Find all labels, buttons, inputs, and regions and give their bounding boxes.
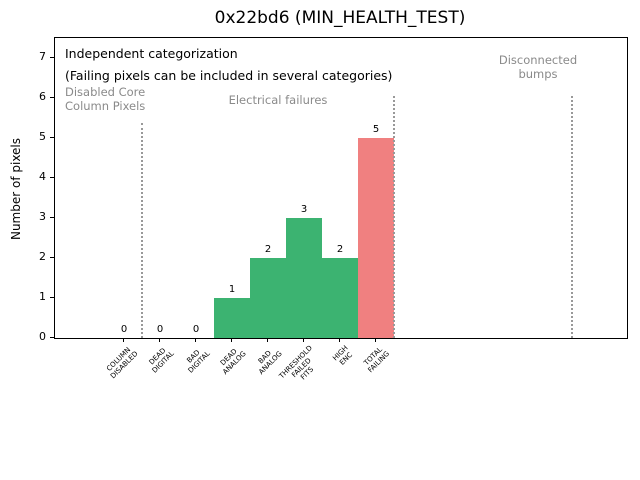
annotation-independent-categorization: Independent categorization	[65, 46, 238, 61]
y-tick	[50, 257, 54, 258]
x-tick-label: DEAD DIGITAL	[147, 346, 176, 375]
region-label-electrical-failures: Electrical failures	[228, 93, 328, 107]
y-tick	[50, 57, 54, 58]
y-tick	[50, 97, 54, 98]
x-tick	[159, 338, 160, 342]
bar-value-label: 1	[228, 284, 236, 295]
bar-bad-analog	[250, 258, 286, 338]
x-tick	[303, 338, 304, 342]
y-tick-label: 2	[39, 250, 46, 263]
x-tick	[231, 338, 232, 342]
region-label-disabled-core-column-pixels: Disabled Core Column Pixels	[65, 85, 146, 113]
separator-line	[393, 96, 395, 338]
x-tick-label: COLUMN DISABLED	[104, 345, 140, 381]
bar-total-failing	[358, 138, 394, 338]
y-tick-label: 0	[39, 330, 46, 343]
y-tick-label: 4	[39, 170, 46, 183]
x-tick	[195, 338, 196, 342]
y-tick	[50, 337, 54, 338]
y-tick	[50, 177, 54, 178]
bar-value-label: 5	[372, 124, 380, 135]
annotation-failing-note: (Failing pixels can be included in sever…	[65, 68, 393, 83]
bar-dead-analog	[214, 298, 250, 338]
chart-title: 0x22bd6 (MIN_HEALTH_TEST)	[214, 8, 466, 28]
y-tick-label: 6	[39, 90, 46, 103]
bar-value-label: 0	[120, 324, 128, 335]
y-tick	[50, 297, 54, 298]
separator-line	[571, 96, 574, 338]
y-tick-label: 5	[39, 130, 46, 143]
bar-high-enc	[322, 258, 358, 338]
x-tick-label: THRESHOLD FAILED FITS	[277, 344, 315, 382]
y-tick	[50, 217, 54, 218]
bar-value-label: 3	[300, 204, 308, 215]
x-tick	[123, 338, 124, 342]
x-tick-label: TOTAL FAILING	[362, 345, 392, 375]
x-tick-label: DEAD ANALOG	[218, 347, 248, 377]
x-tick	[267, 338, 268, 342]
x-tick	[375, 338, 376, 342]
region-label-disconnected-bumps: Disconnected bumps	[498, 53, 578, 81]
y-tick-label: 1	[39, 290, 46, 303]
bar-value-label: 0	[192, 324, 200, 335]
y-tick	[50, 137, 54, 138]
separator-line	[141, 123, 143, 338]
x-tick-label: HIGH ENC	[331, 344, 355, 367]
plot-area: Independent categorization (Failing pixe…	[54, 37, 628, 339]
x-tick-label: BAD DIGITAL	[185, 348, 212, 375]
y-tick-label: 3	[39, 210, 46, 223]
bar-threshold-failed-fits	[286, 218, 322, 338]
y-tick-label: 7	[39, 50, 46, 63]
bar-value-label: 0	[156, 324, 164, 335]
x-tick-label: BAD ANALOG	[256, 349, 284, 377]
bar-value-label: 2	[336, 244, 344, 255]
x-tick	[339, 338, 340, 342]
bar-value-label: 2	[264, 244, 272, 255]
